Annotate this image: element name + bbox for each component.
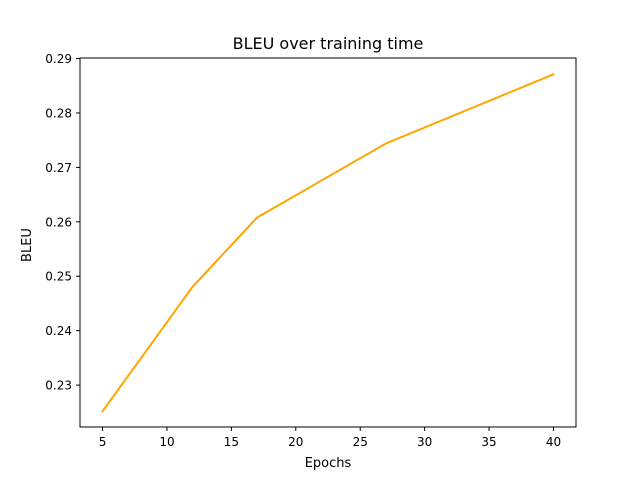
x-axis-label: Epochs [305,456,352,471]
y-tick-label-1: 0.24 [45,324,72,338]
x-tick-label-6: 35 [481,435,496,449]
y-tick-label-5: 0.28 [45,106,72,120]
x-tick-label-2: 15 [224,435,239,449]
x-tick-label-4: 25 [353,435,368,449]
chart-title: BLEU over training time [233,34,424,53]
x-tick-label-7: 40 [546,435,561,449]
x-tick-label-5: 30 [417,435,432,449]
y-axis-label: BLEU [20,228,35,262]
x-tick-label-3: 20 [288,435,303,449]
y-tick-label-2: 0.25 [45,270,72,284]
x-tick-label-1: 10 [159,435,174,449]
plot-frame [79,57,577,428]
y-tick-label-6: 0.29 [45,52,72,66]
plot-area: 5 10 15 20 25 30 35 40 0.23 0.24 0.25 0.26 0.27 0.28 0… [45,52,577,449]
y-tick-label-3: 0.26 [45,215,72,229]
y-tick-label-0: 0.23 [45,379,72,393]
y-tick-label-4: 0.27 [45,161,72,175]
x-tick-label-0: 5 [99,435,107,449]
series-line-0 [101,73,555,413]
